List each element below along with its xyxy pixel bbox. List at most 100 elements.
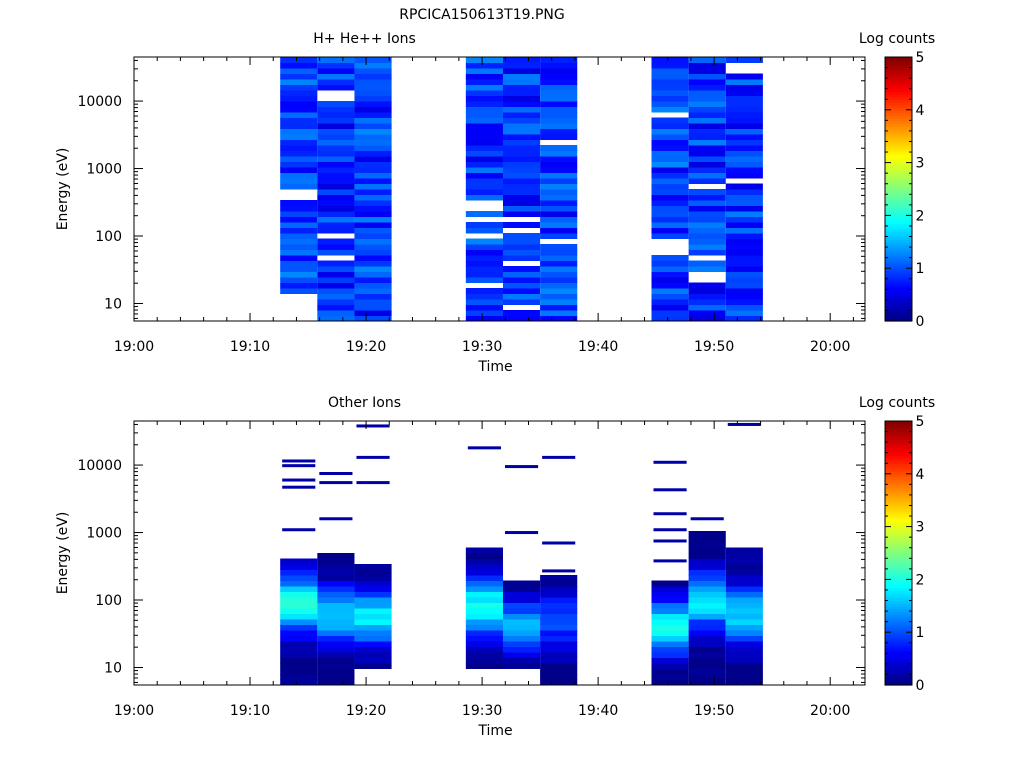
colorbar-segment: [885, 141, 912, 145]
energy-bin: [688, 68, 726, 74]
colorbar-label: Log counts: [859, 395, 935, 411]
energy-bin: [280, 79, 318, 85]
colorbar-segment: [885, 236, 912, 240]
energy-bin: [280, 183, 318, 190]
energy-bin: [651, 255, 689, 261]
colorbar-segment: [885, 128, 912, 132]
time-column: [502, 57, 541, 322]
colorbar-segment: [885, 297, 912, 301]
colorbar-segment: [885, 91, 912, 95]
energy-bin: [465, 79, 503, 85]
energy-bin: [540, 189, 578, 195]
colorbar-segment: [885, 550, 912, 554]
time-column: [651, 57, 689, 322]
energy-bin: [725, 123, 763, 129]
colorbar-segment: [885, 130, 912, 135]
energy-bin: [354, 200, 392, 206]
energy-bin: [502, 591, 541, 598]
energy-bin: [651, 101, 689, 107]
energy-bin: [651, 608, 689, 614]
energy-bin: [317, 575, 355, 581]
colorbar-segment: [885, 99, 912, 103]
colorbar-segment: [885, 157, 912, 161]
colorbar-segment: [885, 109, 912, 114]
energy-bin: [502, 128, 541, 135]
isolated-count: [356, 481, 390, 485]
energy-bin: [280, 90, 318, 96]
energy-bin: [725, 189, 763, 195]
energy-bin: [354, 663, 392, 669]
x-tick-label: 19:50: [694, 703, 734, 719]
colorbar-segment: [885, 276, 912, 280]
energy-bin: [688, 310, 726, 316]
energy-bin: [540, 304, 578, 311]
isolated-count: [356, 455, 390, 459]
energy-bin: [725, 255, 763, 261]
colorbar-segment: [885, 547, 912, 551]
colorbar-segment: [885, 621, 912, 625]
energy-bin: [502, 134, 541, 140]
energy-bin: [354, 139, 392, 146]
colorbar-segment: [885, 563, 912, 567]
energy-bin: [540, 586, 578, 592]
colorbar-segment: [885, 260, 912, 264]
energy-bin: [725, 299, 763, 305]
energy-bin: [651, 95, 689, 102]
energy-bin: [540, 205, 578, 212]
colorbar-segment: [885, 313, 912, 317]
time-column: [465, 57, 503, 322]
energy-bin: [465, 172, 503, 179]
energy-bin: [725, 591, 763, 598]
isolated-count: [653, 512, 687, 516]
x-tick-label: 19:50: [694, 339, 734, 355]
colorbar-segment: [885, 72, 912, 77]
energy-bin: [354, 277, 392, 283]
colorbar-segment: [885, 663, 912, 668]
colorbar-segment: [885, 560, 912, 565]
energy-bin: [540, 679, 578, 686]
isolated-count: [319, 481, 353, 485]
energy-bin: [688, 73, 726, 80]
colorbar-segment: [885, 107, 912, 111]
energy-bin: [465, 238, 503, 245]
colorbar-tick-label: 0: [916, 314, 925, 330]
colorbar-segment: [885, 671, 912, 676]
energy-bin: [725, 222, 763, 228]
energy-bin: [725, 663, 763, 669]
colorbar-segment: [885, 558, 912, 562]
energy-bin: [688, 608, 726, 614]
energy-bin: [465, 646, 503, 653]
isolated-count: [653, 528, 687, 532]
energy-bin: [651, 266, 689, 272]
time-column: [540, 57, 578, 322]
colorbar-segment: [885, 149, 912, 153]
energy-bin: [725, 90, 763, 96]
colorbar-segment: [885, 88, 912, 92]
energy-bin: [725, 216, 763, 223]
energy-bin: [280, 205, 318, 212]
energy-bin: [651, 624, 689, 631]
energy-bin: [317, 553, 355, 559]
isolated-count: [653, 559, 687, 563]
energy-bin: [725, 271, 763, 278]
energy-bin: [502, 101, 541, 107]
energy-bin: [688, 156, 726, 162]
colorbar-segment: [885, 516, 912, 520]
energy-bin: [502, 299, 541, 305]
energy-bin: [651, 117, 689, 124]
energy-bin: [502, 183, 541, 190]
colorbar-segment: [885, 165, 912, 169]
energy-bin: [317, 62, 355, 69]
energy-bin: [317, 101, 355, 107]
energy-bin: [725, 586, 763, 592]
energy-bin: [725, 652, 763, 658]
energy-bin: [540, 79, 578, 85]
energy-bin: [280, 95, 318, 102]
x-axis: 19:00 19:10 19:20 19:30 19:40 19:50 20:00: [114, 57, 854, 355]
energy-bin: [502, 200, 541, 206]
colorbar-tick-label: 5: [916, 50, 925, 66]
energy-bin: [317, 315, 355, 322]
energy-bin: [725, 211, 763, 217]
energy-bin: [465, 266, 503, 272]
energy-bin: [465, 564, 503, 570]
